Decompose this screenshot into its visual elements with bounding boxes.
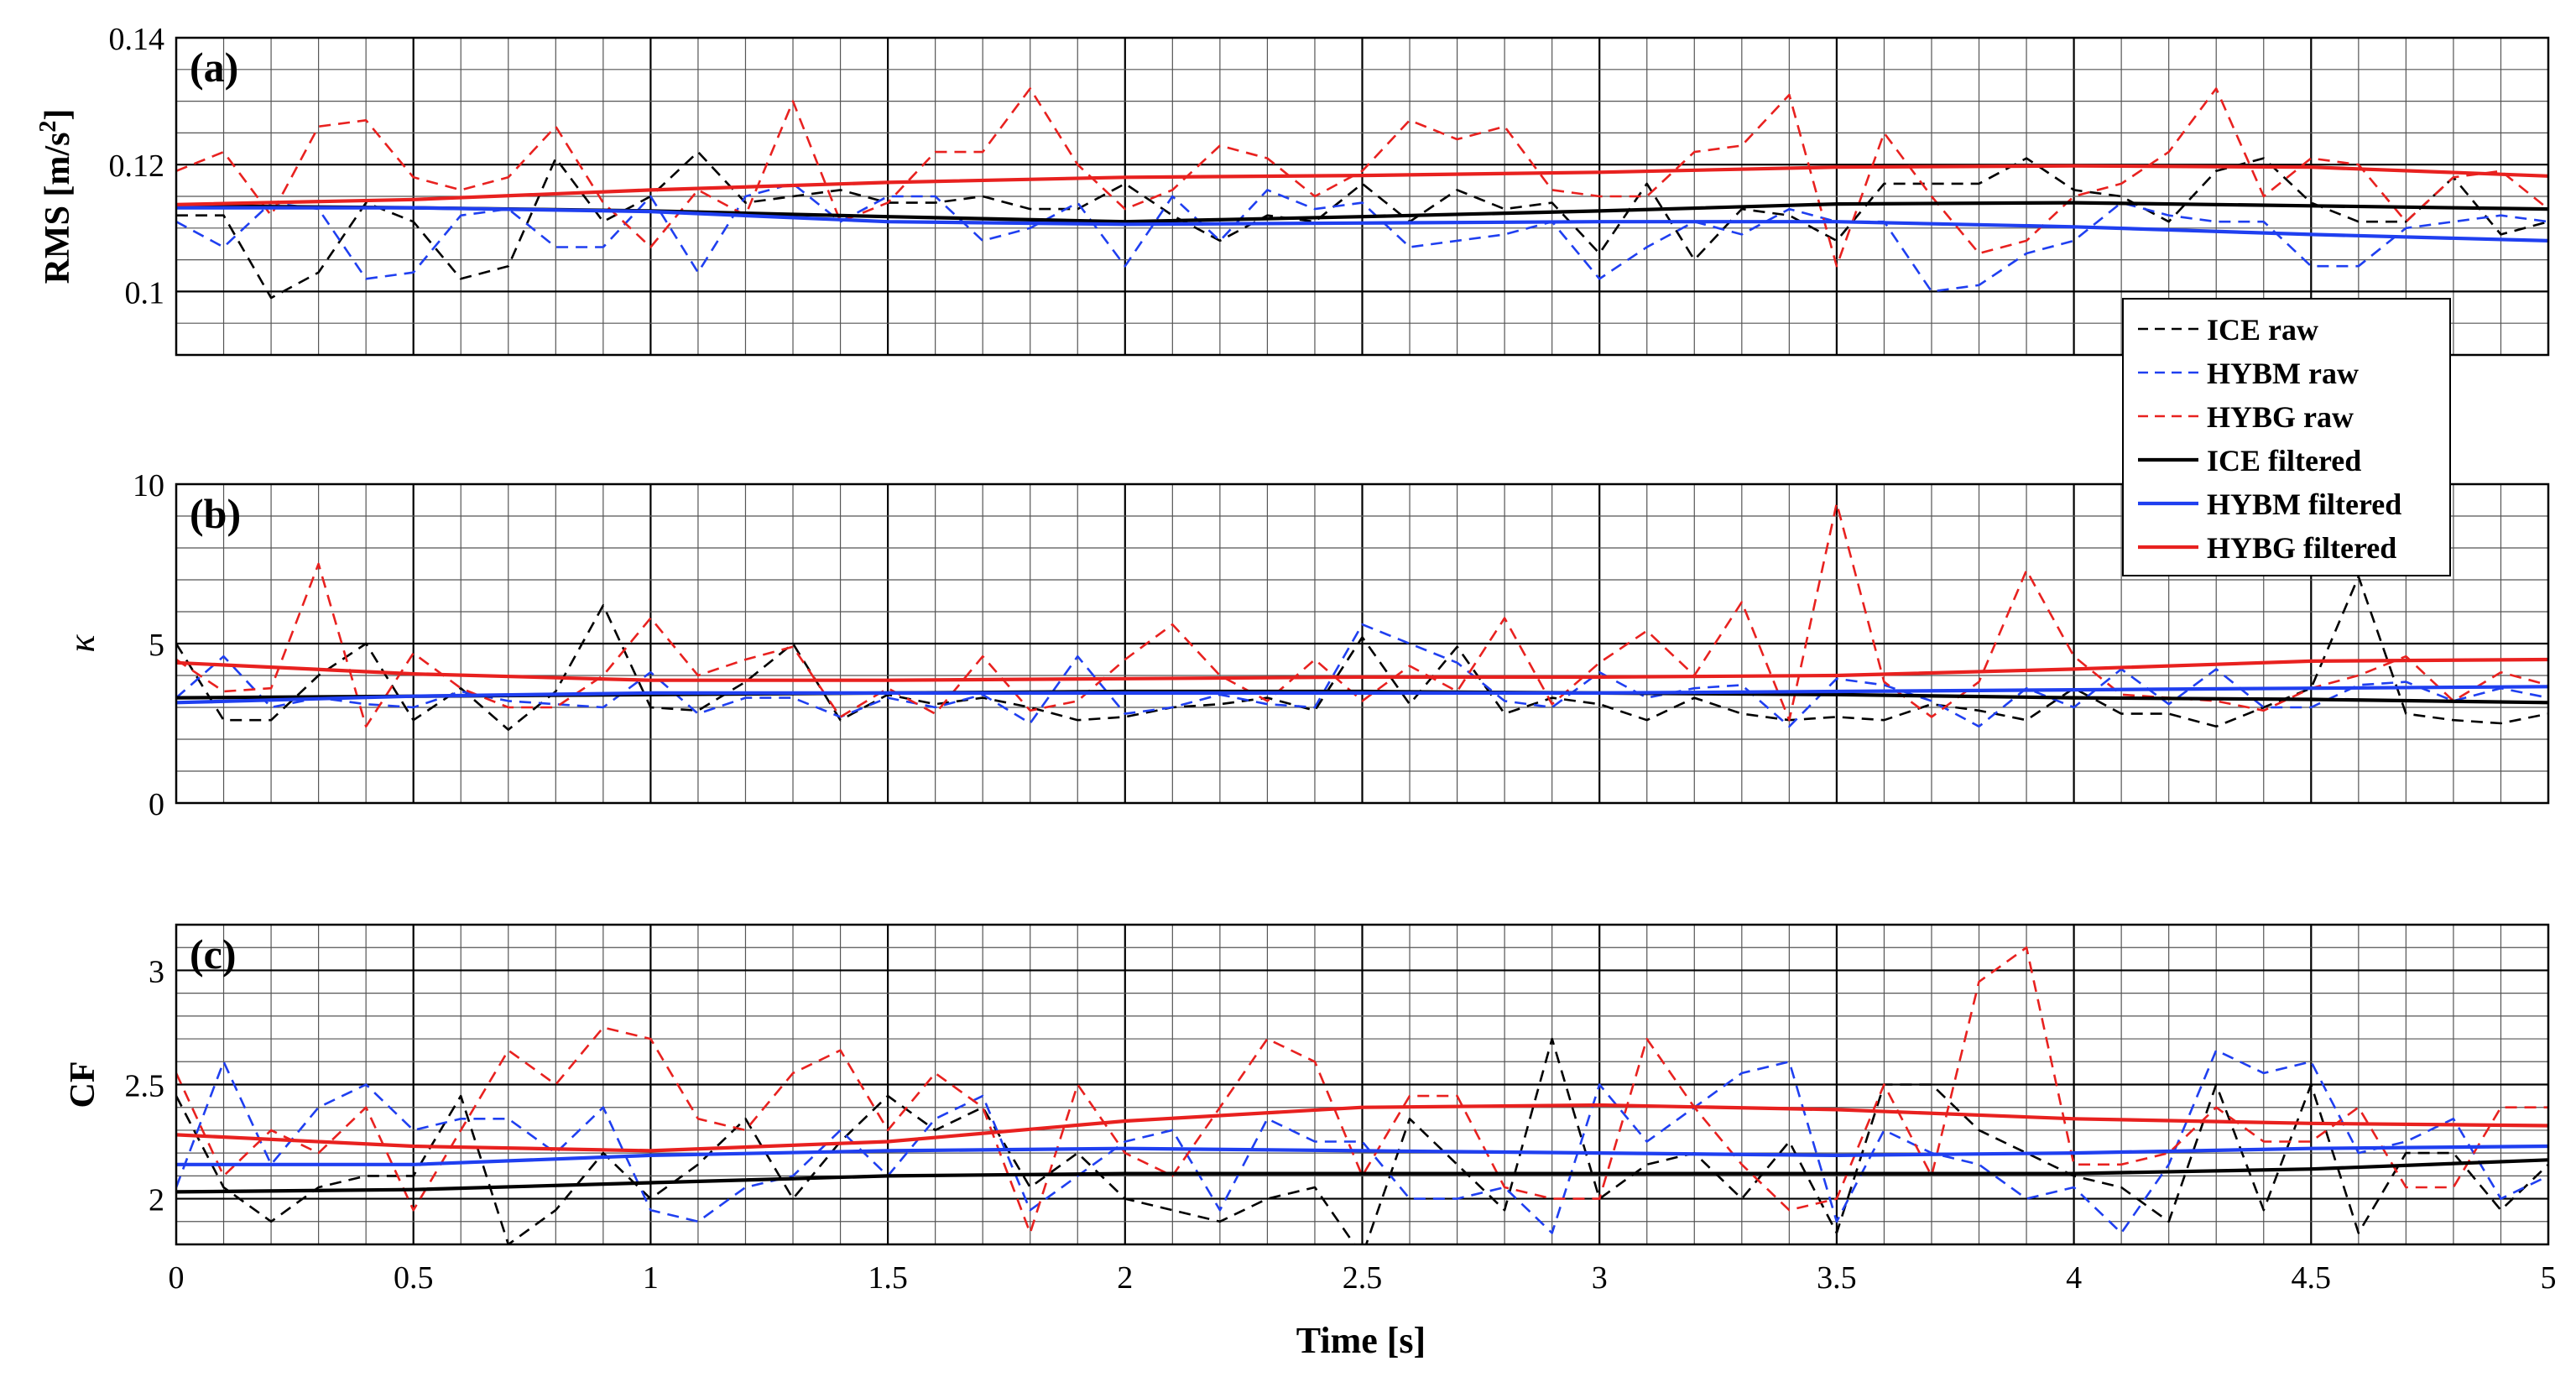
- x-tick-label: 3: [1592, 1260, 1608, 1296]
- panel-a-series: [176, 87, 2548, 300]
- panel-a-y-ticks: 0.1 0.12 0.14: [109, 22, 165, 310]
- x-tick-label: 3.5: [1817, 1260, 1857, 1296]
- panel-c-label: (c): [190, 931, 237, 978]
- legend-entry: HYBM raw: [2207, 357, 2359, 390]
- y-tick-label: 3: [149, 954, 164, 989]
- legend-entry: HYBM filtered: [2207, 488, 2401, 521]
- panel-b-label: (b): [190, 490, 241, 537]
- x-tick-label: 2.5: [1343, 1260, 1383, 1296]
- x-tick-label: 1.5: [868, 1260, 908, 1296]
- panel-c-frame: [175, 923, 2550, 1246]
- panel-a-ylabel-close: ]: [39, 109, 77, 121]
- y-tick-label: 0.1: [125, 275, 165, 310]
- panel-c-ylabel: CF: [64, 1061, 102, 1108]
- panel-b-frame: [175, 482, 2550, 805]
- panel-c-y-ticks: 22.53: [125, 954, 165, 1218]
- x-axis-label: Time [s]: [1296, 1320, 1426, 1361]
- y-tick-label: 0.12: [109, 149, 165, 184]
- series-hybg-filtered: [176, 164, 2548, 206]
- series-hybm-filtered: [176, 685, 2548, 705]
- panel-a-ylabel: RMS [m/s2]: [35, 109, 77, 284]
- legend-entry: ICE raw: [2207, 313, 2318, 347]
- legend-items: ICE raw HYBM raw HYBG raw ICE filtered HYBM …: [2138, 313, 2401, 565]
- x-tick-label: 2: [1117, 1260, 1133, 1296]
- series-hybg-raw: [176, 87, 2548, 268]
- panel-b-y-ticks: 0 5 10: [133, 468, 164, 822]
- series-hybg-raw: [176, 946, 2548, 1234]
- x-tick-label: 4: [2066, 1260, 2082, 1296]
- legend-entry: HYBG raw: [2207, 400, 2354, 434]
- y-tick-label: 0.14: [109, 22, 165, 57]
- x-tick-label: 5: [2541, 1260, 2557, 1296]
- series-hybg-filtered: [176, 657, 2548, 682]
- x-tick-label: 4.5: [2292, 1260, 2332, 1296]
- series-ice-raw: [176, 575, 2548, 731]
- x-tick-label: 0: [169, 1260, 185, 1296]
- y-tick-label: 10: [133, 468, 164, 503]
- series-hybg-filtered: [176, 1103, 2548, 1153]
- legend-box: [2122, 298, 2451, 576]
- series-ice-raw: [176, 1037, 2548, 1244]
- panel-c-crest-factor: 22.53 0 0.5 1 1.5 2 2.5 3 3.5 4 4.5 5 (c) CF: [64, 923, 2557, 1296]
- x-tick-label: 1: [643, 1260, 659, 1296]
- series-hybm-raw: [176, 623, 2548, 728]
- y-tick-label: 0: [149, 787, 164, 822]
- series-ice-raw: [176, 150, 2548, 300]
- series-hybm-raw: [176, 182, 2548, 293]
- x-axis-ticks: 0 0.5 1 1.5 2 2.5 3 3.5 4 4.5 5: [169, 1260, 2557, 1296]
- panel-c-series: [176, 946, 2548, 1244]
- panel-b-kurtosis: 0 5 10 (b) κ: [61, 468, 2550, 822]
- series-hybm-filtered: [176, 1144, 2548, 1166]
- y-tick-label: 2.5: [125, 1069, 165, 1104]
- panel-a-label: (a): [190, 44, 238, 91]
- panel-a-ylabel-sup: 2: [35, 121, 61, 133]
- panel-b-series: [176, 502, 2548, 731]
- x-tick-label: 0.5: [394, 1260, 434, 1296]
- panel-c-grid: [176, 925, 2548, 1244]
- panel-b-ylabel: κ: [61, 634, 102, 653]
- legend-entry: HYBG filtered: [2207, 531, 2396, 565]
- panel-a-frame: [175, 36, 2550, 357]
- series-hybm-filtered: [176, 206, 2548, 243]
- legend-entry: ICE filtered: [2207, 444, 2361, 477]
- legend: ICE raw HYBM raw HYBG raw ICE filtered HYBM …: [2122, 298, 2451, 576]
- series-ice-filtered: [176, 1158, 2548, 1194]
- y-tick-label: 2: [149, 1183, 164, 1218]
- panel-a-rms: 0.1 0.12 0.14 (a) RMS [m/s2]: [35, 22, 2550, 357]
- y-tick-label: 5: [149, 628, 164, 663]
- panel-a-ylabel-main: RMS [m/s: [39, 133, 77, 284]
